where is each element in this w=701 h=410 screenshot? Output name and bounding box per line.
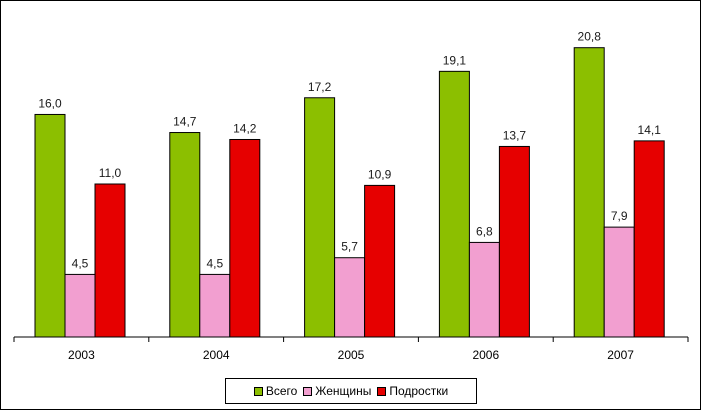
- data-label-total-2006: 19,1: [443, 53, 467, 67]
- bar-women-2006: [468, 241, 500, 338]
- bar-total-2007: [573, 47, 605, 338]
- legend-label-total: Всего: [265, 384, 298, 398]
- x-tick-label-2003: 2003: [68, 348, 95, 362]
- legend: Всего Женщины Подростки: [225, 378, 477, 404]
- bar-women-2003: [64, 273, 96, 338]
- data-label-women-2005: 5,7: [341, 240, 358, 254]
- data-label-women-2006: 6,8: [476, 224, 493, 238]
- data-label-teens-2003: 11,0: [99, 166, 122, 180]
- x-tick-label-2006: 2006: [472, 348, 499, 362]
- bar-teens-2005: [364, 184, 396, 338]
- bar-total-2004: [169, 132, 201, 338]
- x-ticks-layer: 2003 2004 2005 2006 2007: [13, 337, 689, 362]
- x-tick-label-2005: 2005: [338, 348, 365, 362]
- data-label-total-2004: 14,7: [173, 115, 197, 129]
- x-tick-label-2007: 2007: [607, 348, 634, 362]
- data-label-women-2003: 4,5: [72, 256, 89, 270]
- data-label-teens-2006: 13,7: [503, 128, 527, 142]
- data-labels-layer: 16,0 4,5 11,0 14,7 4,5 14,2 17,2 5,7 10,9 19,1 6,8…: [38, 30, 661, 271]
- data-label-teens-2005: 10,9: [368, 167, 392, 181]
- legend-swatch-teens: [377, 386, 387, 396]
- bars-layer: [34, 47, 665, 338]
- data-label-total-2003: 16,0: [38, 96, 62, 110]
- bar-women-2005: [334, 257, 366, 338]
- bar-women-2004: [199, 273, 231, 338]
- legend-item-total: Всего: [253, 384, 298, 398]
- bar-teens-2004: [229, 138, 261, 338]
- bar-teens-2007: [633, 140, 665, 338]
- bar-total-2003: [34, 113, 66, 338]
- data-label-total-2007: 20,8: [578, 30, 602, 44]
- data-label-teens-2007: 14,1: [638, 123, 662, 137]
- legend-item-teens: Подростки: [377, 384, 448, 398]
- data-label-teens-2004: 14,2: [233, 121, 257, 135]
- legend-swatch-women: [303, 386, 313, 396]
- bar-total-2005: [304, 97, 336, 338]
- data-label-women-2007: 7,9: [611, 209, 628, 223]
- data-label-total-2005: 17,2: [308, 80, 332, 94]
- bar-teens-2006: [498, 145, 530, 338]
- bar-women-2007: [603, 226, 635, 338]
- bar-teens-2003: [94, 183, 126, 338]
- legend-label-women: Женщины: [315, 384, 372, 398]
- legend-label-teens: Подростки: [389, 384, 449, 398]
- bar-total-2006: [438, 70, 470, 338]
- data-label-women-2004: 4,5: [206, 256, 223, 270]
- x-tick-label-2004: 2004: [203, 348, 230, 362]
- legend-swatch-total: [253, 386, 263, 396]
- legend-item-women: Женщины: [303, 384, 371, 398]
